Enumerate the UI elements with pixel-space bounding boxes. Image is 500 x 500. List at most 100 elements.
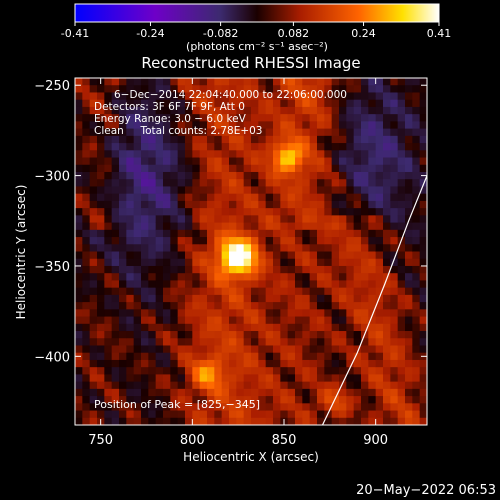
heatmap-cell	[214, 396, 223, 404]
heatmap-cell	[185, 367, 193, 375]
heatmap-cell	[280, 99, 289, 108]
heatmap-cell	[346, 114, 355, 122]
heatmap-cell	[104, 323, 113, 332]
heatmap-cell	[383, 92, 391, 101]
heatmap-cell	[104, 345, 113, 354]
heatmap-cell	[361, 150, 369, 158]
heatmap-cell	[419, 331, 427, 339]
heatmap-cell	[133, 157, 142, 166]
heatmap-cell	[287, 359, 296, 368]
heatmap-cell	[185, 143, 193, 151]
heatmap-cell	[141, 128, 149, 137]
heatmap-cell	[331, 106, 340, 115]
heatmap-cell	[207, 294, 215, 303]
heatmap-cell	[419, 273, 427, 281]
heatmap-cell	[229, 280, 237, 289]
heatmap-cell	[119, 164, 127, 173]
heatmap-cell	[148, 150, 157, 158]
heatmap-cell	[236, 273, 245, 281]
heatmap-cell	[383, 287, 391, 296]
heatmap-cell	[177, 388, 186, 397]
heatmap-cell	[207, 200, 215, 209]
heatmap-cell	[419, 280, 427, 289]
heatmap-cell	[214, 273, 223, 281]
heatmap-cell	[251, 99, 259, 108]
heatmap-cell	[104, 229, 113, 238]
heatmap-cell	[126, 164, 135, 173]
heatmap-cell	[82, 200, 91, 209]
heatmap-cell	[133, 92, 142, 101]
heatmap-cell	[287, 193, 296, 202]
heatmap-cell	[265, 237, 274, 245]
heatmap-cell	[331, 345, 340, 354]
heatmap-cell	[170, 164, 179, 173]
heatmap-cell	[236, 121, 245, 130]
heatmap-cell	[346, 302, 355, 310]
heatmap-cell	[229, 208, 237, 216]
heatmap-cell	[309, 237, 318, 245]
heatmap-cell	[185, 302, 193, 310]
heatmap-cell	[82, 114, 91, 122]
heatmap-cell	[251, 388, 259, 397]
heatmap-cell	[258, 410, 267, 419]
heatmap-cell	[141, 338, 149, 346]
heatmap-cell	[185, 374, 193, 383]
heatmap-cell	[119, 200, 127, 209]
heatmap-cell	[258, 352, 267, 361]
heatmap-cell	[243, 92, 252, 101]
heatmap-cell	[192, 150, 201, 158]
heatmap-cell	[361, 403, 369, 411]
heatmap-cell	[339, 410, 347, 419]
heatmap-cell	[375, 302, 384, 310]
heatmap-cell	[192, 403, 201, 411]
heatmap-cell	[111, 121, 120, 130]
heatmap-cell	[295, 114, 303, 122]
heatmap-cell	[309, 323, 318, 332]
heatmap-cell	[302, 302, 311, 310]
heatmap-cell	[324, 222, 333, 231]
heatmap-cell	[104, 114, 113, 122]
heatmap-cell	[295, 338, 303, 346]
heatmap-cell	[295, 200, 303, 209]
heatmap-cell	[361, 294, 369, 303]
heatmap-cell	[199, 99, 208, 108]
heatmap-cell	[368, 396, 377, 404]
heatmap-cell	[375, 157, 384, 166]
heatmap-cell	[317, 352, 325, 361]
heatmap-cell	[361, 258, 369, 267]
heatmap-cell	[185, 135, 193, 144]
heatmap-cell	[375, 331, 384, 339]
heatmap-cell	[170, 381, 179, 390]
heatmap-cell	[75, 374, 83, 383]
heatmap-cell	[207, 367, 215, 375]
heatmap-cell	[89, 135, 98, 144]
heatmap-cell	[155, 229, 164, 238]
heatmap-cell	[375, 287, 384, 296]
heatmap-cell	[229, 121, 237, 130]
heatmap-cell	[258, 121, 267, 130]
heatmap-cell	[170, 171, 179, 180]
heatmap-cell	[309, 229, 318, 238]
heatmap-cell	[75, 251, 83, 260]
heatmap-cell	[339, 302, 347, 310]
heatmap-cell	[177, 345, 186, 354]
heatmap-cell	[141, 157, 149, 166]
heatmap-cell	[199, 258, 208, 267]
heatmap-cell	[89, 331, 98, 339]
y-tick-label: −350	[34, 260, 70, 275]
heatmap-cell	[419, 99, 427, 108]
heatmap-cell	[133, 367, 142, 375]
heatmap-cell	[346, 323, 355, 332]
heatmap-cell	[155, 287, 164, 296]
heatmap-cell	[383, 164, 391, 173]
heatmap-cell	[295, 171, 303, 180]
heatmap-cell	[302, 157, 311, 166]
heatmap-cell	[419, 338, 427, 346]
heatmap-cell	[192, 287, 201, 296]
heatmap-cell	[163, 99, 171, 108]
heatmap-cell	[368, 294, 377, 303]
heatmap-cell	[148, 294, 157, 303]
heatmap-cell	[177, 316, 186, 325]
heatmap-cell	[104, 403, 113, 411]
heatmap-cell	[236, 374, 245, 383]
